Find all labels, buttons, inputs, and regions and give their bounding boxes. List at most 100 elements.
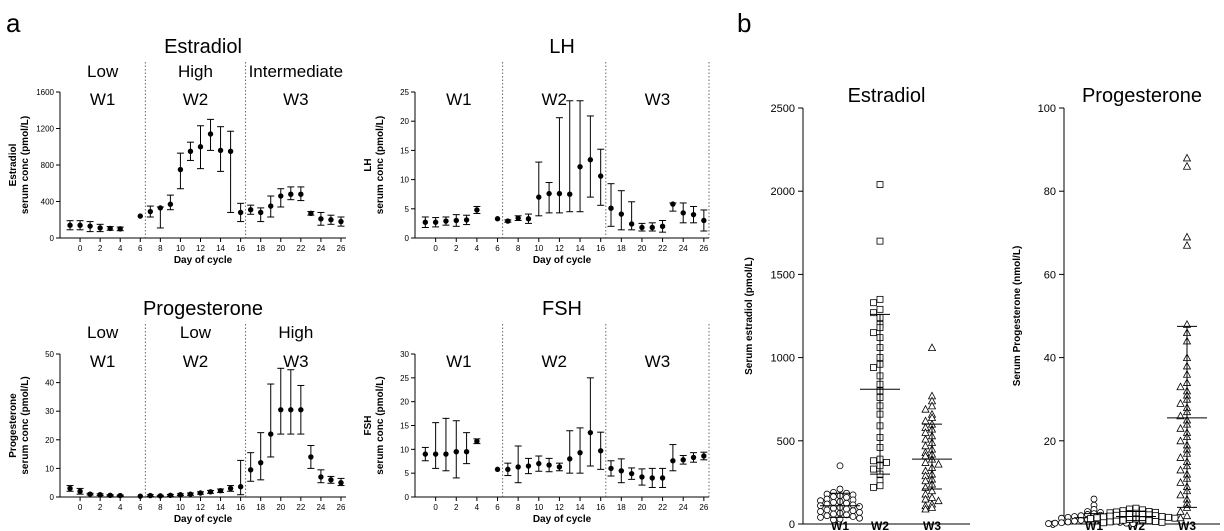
data-point	[197, 490, 204, 496]
data-point	[422, 451, 429, 457]
data-point	[328, 477, 334, 483]
data-point	[463, 449, 470, 455]
y-axis-label-line1: Estradiol	[8, 143, 19, 186]
data-point-circle	[1077, 516, 1085, 524]
chart-title: LH	[549, 36, 575, 58]
data-point-square	[1158, 518, 1166, 526]
data-point	[443, 218, 449, 224]
data-point-circle	[856, 503, 863, 510]
data-point	[567, 456, 573, 462]
y-axis-label-line2: serum conc (pmol/L)	[375, 116, 386, 214]
data-point-circle	[843, 511, 850, 519]
x-tick-label: 18	[256, 503, 265, 512]
y-tick-label: 20	[400, 117, 409, 126]
data-point-triangle	[1176, 423, 1185, 432]
data-point-square	[870, 364, 877, 371]
chart-title: Progesterone	[143, 298, 263, 320]
data-point-triangle	[921, 416, 930, 425]
data-point-circle	[856, 508, 863, 516]
window-label: W1	[90, 90, 116, 109]
data-point-circle	[830, 498, 837, 506]
x-tick-label: 18	[617, 503, 626, 512]
y-tick-label: 25	[400, 374, 409, 383]
x-tick-label: 10	[534, 244, 543, 253]
data-point-triangle	[934, 496, 943, 505]
x-tick-label: 24	[679, 244, 688, 253]
data-point	[525, 216, 532, 222]
data-point	[670, 458, 676, 464]
y-tick-label: 40	[1044, 353, 1056, 365]
x-tick-label: 24	[316, 244, 325, 253]
data-point	[318, 474, 324, 480]
y-tick-label: 0	[50, 234, 55, 243]
x-axis-label: Day of cycle	[174, 255, 233, 266]
data-point	[117, 226, 123, 232]
data-point	[147, 492, 154, 499]
y-tick-label: 1600	[36, 88, 54, 97]
data-point-square	[1087, 515, 1094, 522]
data-point-triangle	[934, 459, 943, 468]
y-tick-label: 500	[777, 436, 795, 448]
data-point-triangle	[927, 401, 937, 410]
data-point-circle	[817, 513, 824, 521]
y-tick-label: 10	[45, 464, 54, 473]
data-point-triangle	[1176, 465, 1185, 474]
data-point-circle	[1045, 520, 1052, 527]
x-tick-label: 14	[216, 244, 225, 253]
data-point-circle	[823, 506, 831, 514]
data-point-circle	[1071, 517, 1078, 525]
data-point-square	[1100, 519, 1107, 527]
y-axis-label-line2: serum conc (pmol/L)	[375, 376, 386, 474]
y-tick-label: 40	[45, 379, 54, 388]
data-point-circle	[830, 493, 837, 500]
x-category-label: W3	[1178, 519, 1196, 531]
x-tick-label: 2	[454, 244, 459, 253]
data-point	[618, 211, 625, 217]
data-point-triangle	[1176, 382, 1185, 391]
data-point-triangle	[1176, 399, 1185, 407]
y-tick-label: 1500	[771, 269, 795, 281]
data-point	[197, 144, 204, 150]
data-point	[701, 217, 707, 224]
x-tick-label: 0	[78, 244, 83, 253]
x-tick-label: 14	[576, 503, 585, 512]
x-tick-label: 8	[516, 503, 521, 512]
window-label: W2	[542, 352, 568, 371]
data-point	[97, 225, 103, 231]
data-point	[278, 193, 284, 199]
data-point	[680, 457, 686, 463]
x-tick-label: 2	[454, 503, 459, 512]
y-tick-label: 10	[400, 445, 409, 454]
data-point	[525, 463, 532, 469]
y-tick-label: 80	[1044, 186, 1056, 198]
y-tick-label: 5	[405, 205, 410, 214]
data-point	[680, 210, 686, 216]
data-point-square	[876, 295, 884, 303]
panel-letter-b: b	[737, 8, 751, 38]
data-point	[474, 438, 480, 444]
dotplot-panel-5: 020406080100ProgesteroneSerum Progestero…	[1012, 85, 1220, 531]
chart-title: Estradiol	[848, 85, 926, 107]
data-point	[587, 157, 594, 163]
data-point-square	[870, 309, 877, 317]
data-point-triangle	[921, 458, 930, 466]
data-point	[107, 492, 113, 498]
window-label: W3	[283, 90, 309, 109]
data-point-circle	[1051, 519, 1059, 527]
data-point	[258, 209, 264, 216]
data-point	[157, 493, 164, 499]
data-point	[137, 213, 143, 219]
data-point	[298, 407, 304, 413]
x-tick-label: 8	[158, 244, 163, 253]
x-tick-label: 10	[534, 503, 543, 512]
data-point	[505, 466, 511, 473]
x-tick-label: 12	[555, 244, 564, 253]
data-point	[217, 488, 224, 494]
data-point	[207, 489, 214, 495]
y-tick-label: 0	[789, 519, 795, 531]
x-axis-label: Day of cycle	[174, 514, 233, 525]
data-point	[494, 466, 501, 473]
x-tick-label: 0	[433, 244, 438, 253]
